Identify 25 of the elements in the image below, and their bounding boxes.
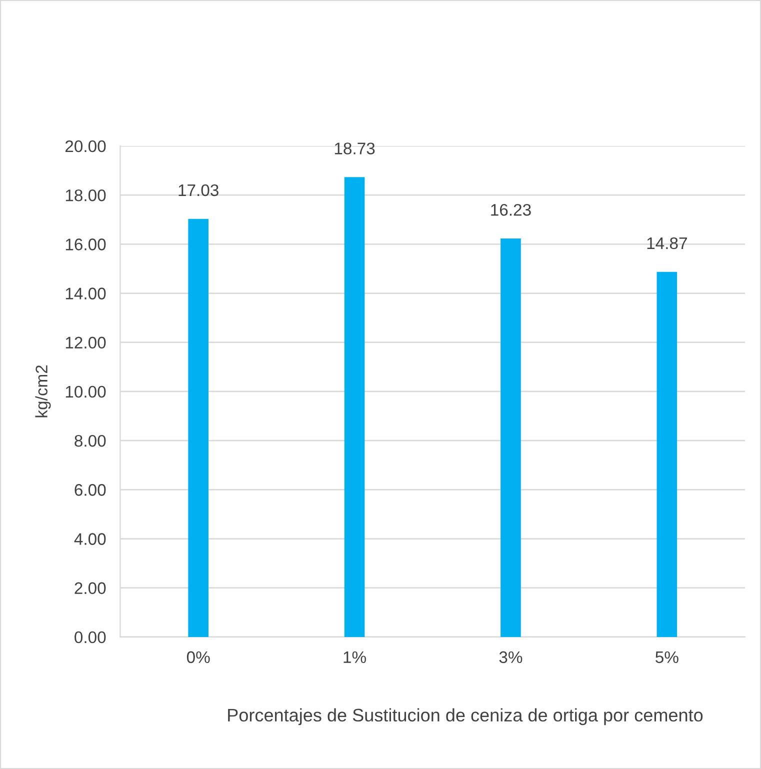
y-tick-label: 16.00 xyxy=(66,238,106,250)
y-tick-label: 2.00 xyxy=(74,582,106,594)
bar xyxy=(500,238,521,637)
data-label: 16.23 xyxy=(491,204,531,216)
bar xyxy=(656,272,678,637)
x-tick-label: 1% xyxy=(344,651,366,664)
y-tick-label: 0.00 xyxy=(74,631,106,644)
bar xyxy=(188,218,208,637)
x-tick-label: 3% xyxy=(499,651,522,664)
y-tick-label: 6.00 xyxy=(74,484,106,496)
y-tick-label: 14.00 xyxy=(66,288,106,300)
y-tick-label: 8.00 xyxy=(74,434,106,447)
data-label: 17.03 xyxy=(178,184,218,196)
x-tick-label: 5% xyxy=(656,651,678,664)
y-axis-title: kg/cm2 xyxy=(35,365,51,418)
y-tick-label: 4.00 xyxy=(74,533,106,545)
data-label: 14.87 xyxy=(647,237,687,250)
y-tick-label: 10.00 xyxy=(66,386,106,398)
bar xyxy=(344,177,365,637)
data-label: 18.73 xyxy=(334,142,375,154)
y-tick-label: 20.00 xyxy=(65,140,106,152)
y-tick-label: 12.00 xyxy=(66,336,106,349)
x-tick-label: 0% xyxy=(186,651,210,664)
x-axis-title: Porcentajes de Sustitucion de ceniza de ortiga por cemento xyxy=(228,708,703,726)
y-tick-label: 18.00 xyxy=(66,189,106,202)
